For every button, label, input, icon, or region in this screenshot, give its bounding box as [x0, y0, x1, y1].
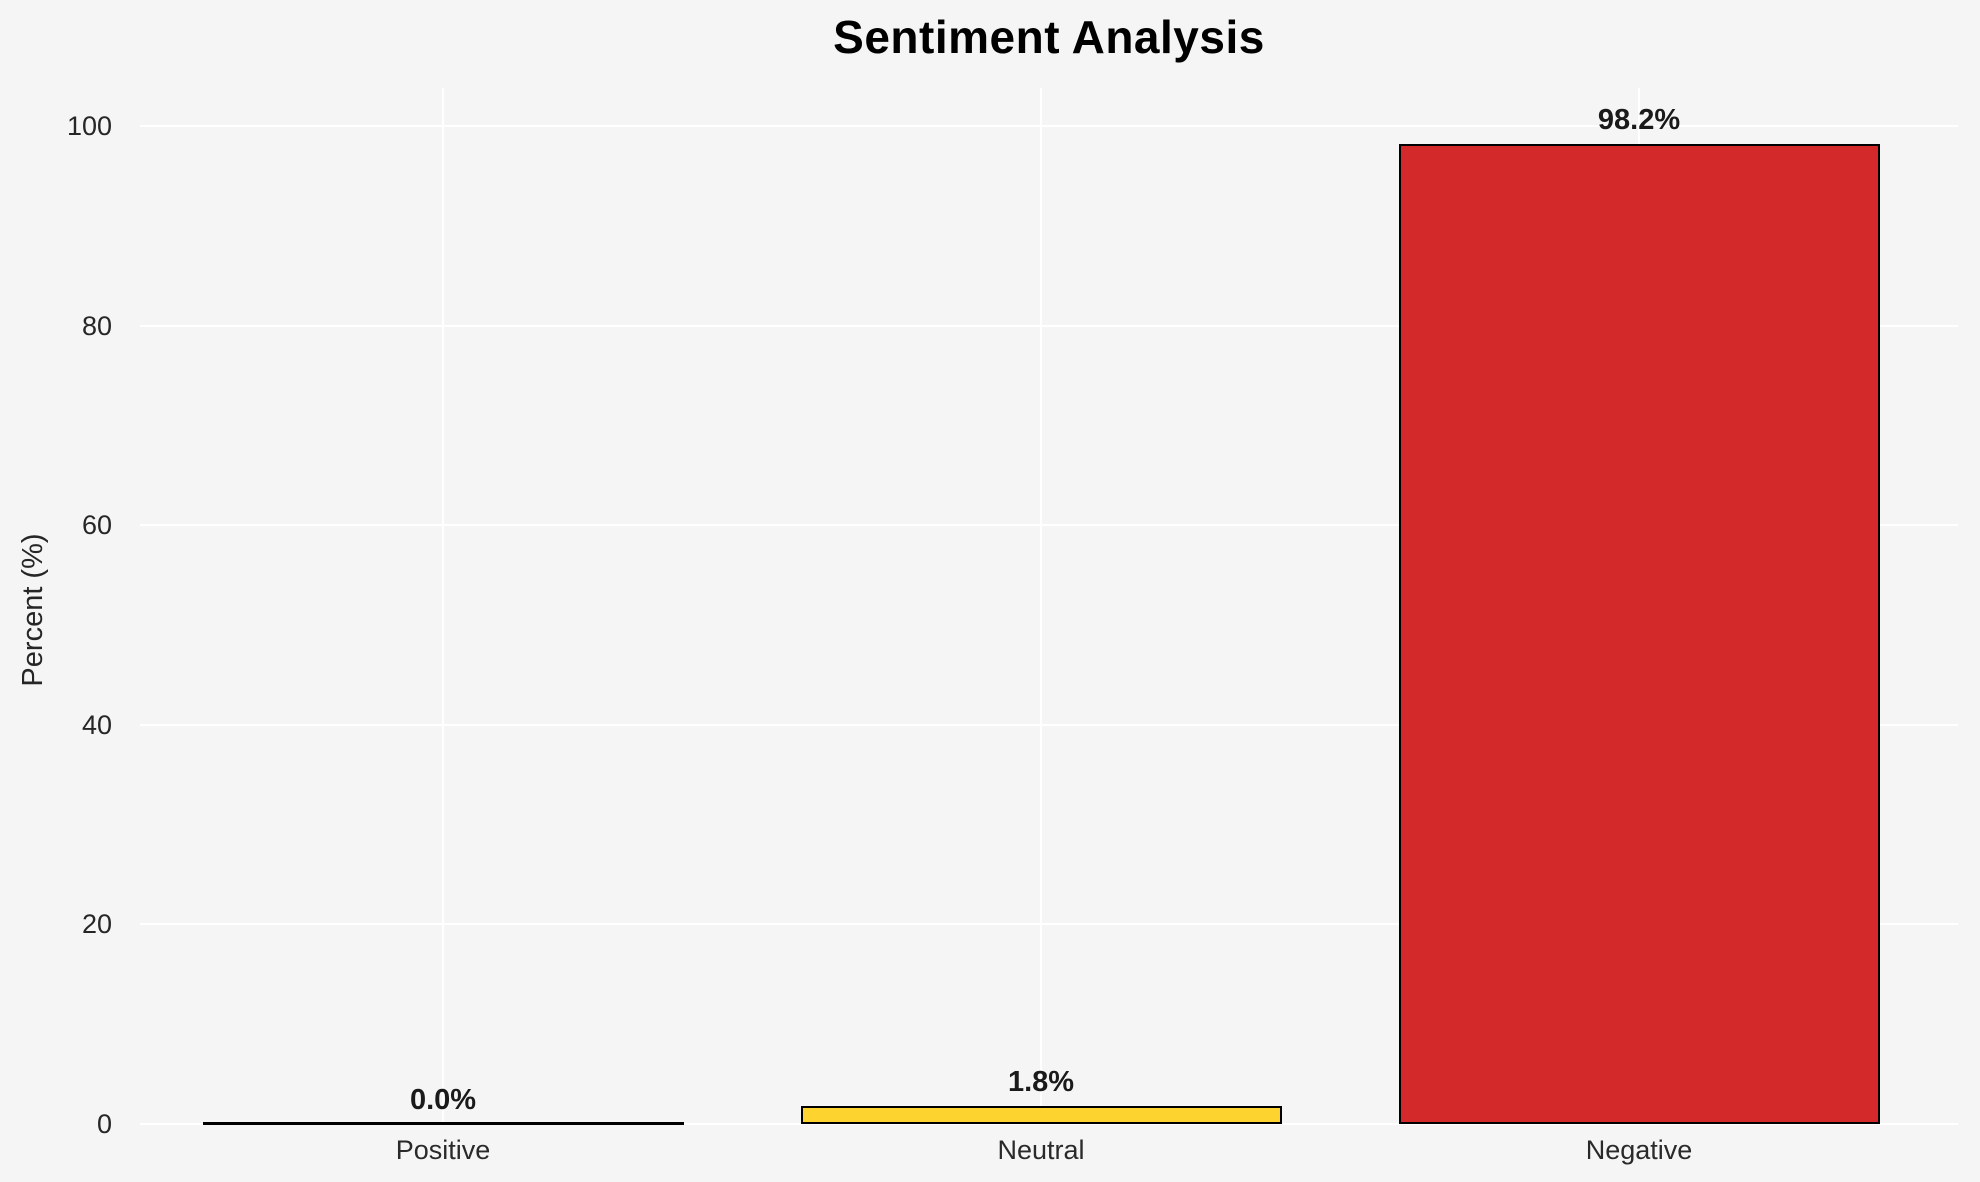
x-tick-label: Neutral	[997, 1135, 1085, 1165]
gridline-horizontal	[140, 1123, 1958, 1125]
x-tick-label: Negative	[1585, 1135, 1693, 1165]
gridline-horizontal	[140, 923, 1958, 926]
gridline-vertical	[1040, 88, 1042, 1124]
y-tick-label: 0	[96, 1109, 112, 1139]
gridline-vertical	[442, 88, 444, 1124]
gridline-horizontal	[140, 524, 1958, 527]
bar-positive	[202, 1122, 684, 1125]
y-tick-label: 80	[81, 310, 112, 341]
bar-negative	[1398, 143, 1880, 1124]
bar-value-label: 0.0%	[409, 1084, 477, 1116]
gridline-horizontal	[140, 125, 1958, 127]
y-tick-label: 100	[66, 111, 112, 141]
bar-value-label: 98.2%	[1597, 103, 1681, 136]
y-tick-label: 60	[81, 510, 112, 541]
y-tick-label: 20	[81, 909, 112, 940]
bar-neutral	[800, 1106, 1282, 1124]
x-tick-label: Positive	[395, 1135, 491, 1165]
y-tick-label: 40	[81, 709, 112, 740]
gridline-horizontal	[140, 723, 1958, 726]
chart-title: Sentiment Analysis	[833, 11, 1265, 63]
bar-value-label: 1.8%	[1007, 1066, 1075, 1099]
gridline-horizontal	[140, 324, 1958, 327]
